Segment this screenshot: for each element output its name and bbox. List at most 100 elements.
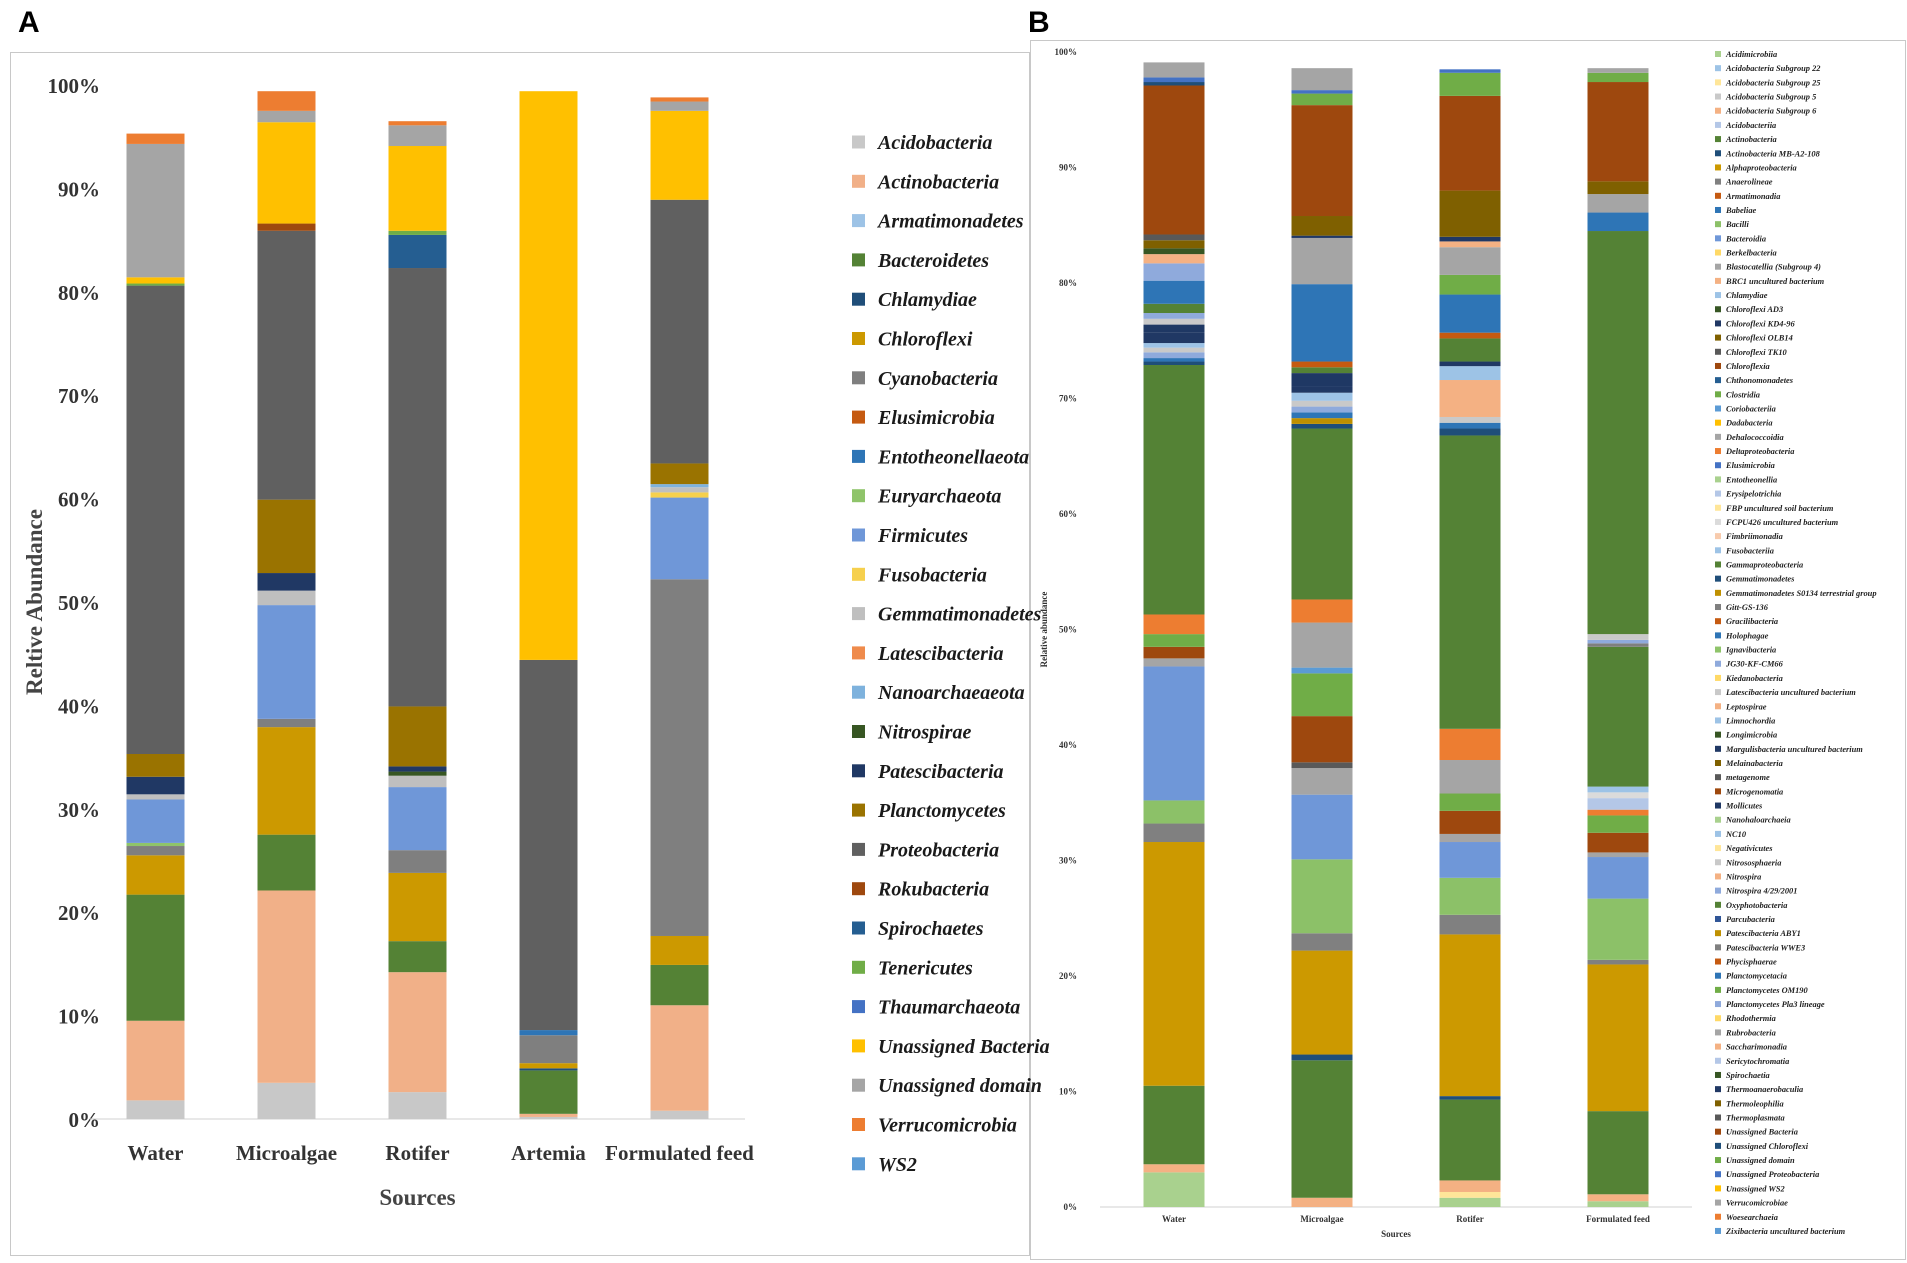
panel-b-legend-label: Microgenomatia [1725, 787, 1783, 796]
panel-b-legend-label: Unassigned domain [1726, 1156, 1795, 1165]
panel-b-bar-segment-holophagae [1143, 358, 1205, 362]
panel-a-bar-segment-unassigned-domain [257, 110, 316, 123]
panel-b-legend-swatch [1715, 79, 1721, 86]
panel-a-bar-segment-acidobacteria [650, 1110, 709, 1119]
panel-a-legend-swatch [852, 567, 865, 581]
panel-b-legend-swatch [1715, 490, 1721, 497]
panel-b-legend-swatch [1715, 774, 1721, 781]
panel-a-legend-swatch [852, 607, 865, 621]
panel-a-legend-swatch [852, 764, 865, 778]
panel-b-ytick-label: 80% [1059, 278, 1077, 288]
panel-a-bar-segment-planctomycetes [257, 499, 316, 574]
panel-a-legend-label: Chloroflexi [878, 329, 973, 351]
panel-b-legend-swatch [1715, 1227, 1721, 1234]
panel-a-bar-segment-acidobacteria [126, 1100, 185, 1119]
panel-b-legend-swatch [1715, 93, 1721, 100]
panel-b-ytick-label: 100% [1055, 47, 1078, 57]
panel-b-bar-segment-deltaproteobacteria [1587, 809, 1649, 816]
panel-b-legend-label: Acidobacteria Subgroup 5 [1725, 93, 1816, 102]
panel-b-legend-label: Planctomycetes OM190 [1726, 986, 1808, 995]
panel-b-bar-segment-dehalococcoidia [1439, 760, 1501, 794]
panel-b-legend-swatch [1715, 476, 1721, 483]
panel-b-legend-label: Deltaproteobacteria [1725, 447, 1794, 456]
panel-a-bar-segment-patescibacteria [257, 573, 316, 591]
panel-a-legend-swatch [852, 371, 865, 385]
panel-a-legend-label: Proteobacteria [877, 839, 999, 861]
panel-b-legend-swatch [1715, 1015, 1721, 1022]
panel-a-legend-swatch [852, 842, 865, 856]
panel-b-bar-segment-latescibacteria-uncultured-bacterium [1587, 634, 1649, 640]
panel-a-legend-label: Planctomycetes [877, 800, 1006, 822]
panel-b-legend-label: Nitrososphaeria [1725, 858, 1781, 867]
panel-b-legend-label: Thermoleophilia [1726, 1099, 1784, 1108]
panel-b-legend-label: Unassigned Bacteria [1726, 1128, 1798, 1137]
panel-b-legend-swatch [1715, 915, 1721, 922]
panel-b-legend-label: Verrucomicrobiae [1726, 1199, 1788, 1208]
panel-b-legend-swatch [1715, 1128, 1721, 1135]
panel-a-bar-segment-chloroflexi [388, 872, 447, 942]
panel-b-bar-segment-saccharimonadia [1143, 254, 1205, 264]
panel-a-legend-swatch [852, 449, 865, 463]
panel-b-legend-swatch [1715, 816, 1721, 823]
panel-b-legend-swatch [1715, 1213, 1721, 1220]
panel-b-bar-segment-actinobacteria-mb-a2-108 [1439, 1096, 1501, 1100]
panel-b-bar-segment-blastocatellia-subgroup-4 [1143, 658, 1205, 667]
panel-a-legend-label: Gemmatimonadetes [878, 604, 1042, 626]
panel-b-ytick-label: 60% [1059, 509, 1077, 519]
panel-b-legend-swatch [1715, 731, 1721, 738]
panel-b-bar-segment-bacilli [1587, 898, 1649, 960]
panel-a-legend-label: Fusobacteria [877, 564, 987, 586]
panel-b-bar-segment-thermoanaerobaculia [1439, 236, 1501, 242]
panel-b-legend-swatch [1715, 589, 1721, 596]
panel-b-legend-label: Elusimicrobia [1725, 461, 1775, 470]
panel-a-bar-segment-proteobacteria [388, 268, 447, 707]
panel-b-bar-segment-acidobacteria-subgroup-6 [1439, 1180, 1501, 1192]
panel-b-legend-label: Alphaproteobacteria [1725, 163, 1797, 172]
panel-a-bar-segment-actinobacteria [257, 890, 316, 1083]
panel-a-ytick-label: 70% [58, 384, 100, 408]
panel-a-legend-label: Unassigned domain [878, 1075, 1042, 1097]
panel-b-legend-label: Saccharimonadia [1726, 1043, 1787, 1052]
panel-b-bar-segment-verrucomicrobiae [1143, 62, 1205, 78]
panel-b-legend-swatch [1715, 717, 1721, 724]
panel-a-legend-label: WS2 [878, 1154, 917, 1176]
panel-b-legend-label: Actinobacteria MB-A2-108 [1725, 149, 1821, 158]
panel-a-bar-segment-bacteroidetes [519, 1070, 578, 1114]
panel-a-bar-segment-actinobacteria [519, 1113, 578, 1117]
panel-a-bar-segment-gemmatimonadetes [257, 590, 316, 606]
panel-b-legend-label: Zixibacteria uncultured bacterium [1725, 1227, 1846, 1236]
panel-b-legend-swatch [1715, 136, 1721, 143]
panel-b-bar-segment-gammaproteobacteria [1143, 365, 1205, 615]
panel-a-legend-swatch [852, 685, 865, 699]
panel-a-ytick-label: 100% [48, 74, 101, 98]
panel-a-bar-segment-planctomycetes [126, 753, 185, 777]
panel-b-legend-swatch [1715, 221, 1721, 228]
panel-b-bar-segment-verrucomicrobiae [1291, 68, 1353, 91]
panel-a-legend-label: Nanoarchaeaeota [877, 682, 1025, 704]
panel-a-ytick-label: 30% [58, 798, 100, 822]
panel-b-legend-swatch [1715, 958, 1721, 965]
panel-b-legend-label: Phycisphaerae [1726, 958, 1777, 967]
panel-b-legend-label: Gemmatimonadetes [1726, 575, 1794, 584]
panel-b-legend-label: Dehalococcoidia [1725, 433, 1784, 442]
panel-b-bar-segment-chloroflexia [1439, 810, 1501, 834]
panel-a-bar-segment-firmicutes [126, 799, 185, 843]
panel-a-letter: A [18, 6, 40, 39]
panel-b-bar-segment-unassigned-domain [1587, 72, 1649, 83]
panel-a-bar-segment-bacteroidetes [650, 964, 709, 1006]
panel-b-legend-swatch [1715, 689, 1721, 696]
panel-b-bar-segment-limnochordia [1439, 366, 1501, 381]
panel-a-legend-swatch [852, 803, 865, 817]
panel-a-legend-label: Actinobacteria [876, 171, 999, 193]
panel-b-bar-segment-blastocatellia-subgroup-4 [1587, 852, 1649, 858]
panel-b-ytick-label: 40% [1059, 740, 1077, 750]
panel-b-legend-label: Chloroflexi KD4-96 [1726, 319, 1795, 328]
panel-b-legend-swatch [1715, 65, 1721, 72]
panel-a-legend-label: Unassigned Bacteria [878, 1036, 1050, 1058]
panel-a-bar-segment-proteobacteria [126, 285, 185, 754]
panel-b-legend-swatch [1715, 518, 1721, 525]
panel-b-legend-label: Erysipelotrichia [1725, 490, 1781, 499]
panel-b-legend-swatch [1715, 1086, 1721, 1093]
panel-a-bar-segment-rokubacteria [257, 223, 316, 231]
